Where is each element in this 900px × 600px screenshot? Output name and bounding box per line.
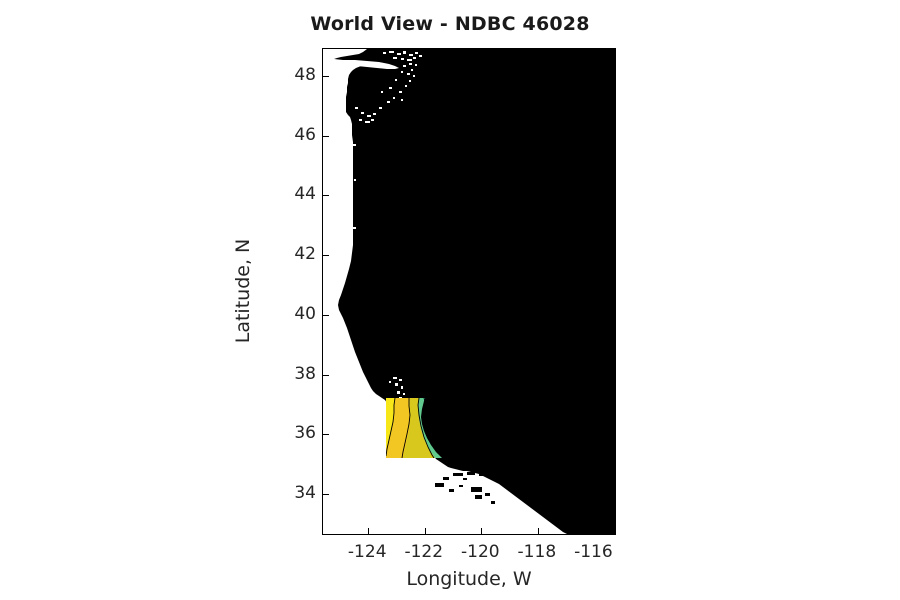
x-tick-label: -120 [461, 542, 500, 562]
contour-patch-layer [386, 398, 451, 458]
coast-overlay-path [420, 389, 615, 517]
y-tick-label: 36 [294, 423, 316, 444]
x-tick-label: -122 [404, 542, 444, 562]
juan-de-fuca-strait [334, 59, 399, 69]
x-axis-label: Longitude, W [406, 568, 532, 590]
contour-land-overlay [421, 398, 451, 458]
y-tick-mark [323, 314, 329, 316]
y-tick-mark [323, 434, 329, 436]
x-tick-mark-top [537, 49, 539, 55]
x-tick-mark-top [481, 49, 483, 55]
x-tick-mark [537, 528, 539, 534]
coastal-notches [353, 144, 356, 229]
y-tick-mark-right [609, 75, 615, 77]
y-tick-mark-right [609, 494, 615, 496]
y-tick-mark [323, 195, 329, 197]
y-tick-mark [323, 135, 329, 137]
y-tick-label: 38 [294, 363, 316, 384]
y-tick-label: 42 [294, 244, 316, 265]
x-tick-label: -124 [347, 542, 387, 562]
y-tick-mark-right [609, 434, 615, 436]
y-tick-mark-right [609, 135, 615, 137]
x-tick-mark [594, 528, 596, 534]
x-tick-mark-top [368, 49, 370, 55]
page-title: World View - NDBC 46028 [310, 13, 590, 35]
y-tick-mark-right [609, 314, 615, 316]
map-plot-svg [334, 49, 615, 534]
x-tick-label: -118 [517, 542, 557, 562]
x-tick-mark-top [424, 49, 426, 55]
y-tick-label: 48 [294, 64, 316, 85]
channel-islands [435, 472, 495, 504]
y-tick-mark [323, 75, 329, 77]
y-tick-mark-right [609, 255, 615, 257]
x-tick-label: -116 [574, 542, 613, 562]
map-axes[interactable] [322, 48, 616, 535]
y-tick-mark-right [609, 374, 615, 376]
x-tick-mark [481, 528, 483, 534]
y-axis-label: Latitude, N [232, 238, 254, 344]
y-tick-label: 44 [294, 184, 316, 205]
y-tick-label: 46 [294, 124, 316, 145]
x-tick-mark [368, 528, 370, 534]
x-tick-mark-top [594, 49, 596, 55]
y-tick-label: 34 [294, 483, 316, 504]
coast-overlay-layer [420, 389, 615, 517]
y-tick-mark [323, 374, 329, 376]
x-tick-mark [424, 528, 426, 534]
y-tick-mark-right [609, 195, 615, 197]
y-tick-mark [323, 255, 329, 257]
y-tick-mark [323, 494, 329, 496]
puget-sound-islands [355, 51, 422, 123]
y-tick-label: 40 [294, 303, 316, 324]
